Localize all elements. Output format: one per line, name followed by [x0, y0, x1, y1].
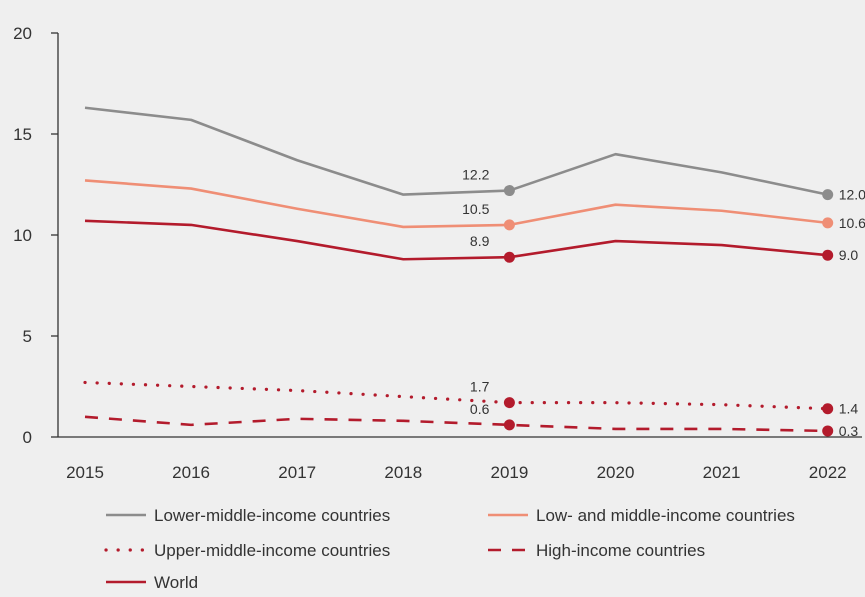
- data-label: 1.7: [470, 379, 490, 395]
- x-tick-label: 2022: [809, 463, 847, 482]
- data-point-marker: [503, 397, 515, 409]
- legend-label: Lower-middle-income countries: [154, 506, 390, 525]
- data-point-marker: [503, 185, 515, 197]
- series-line-1: [84, 106, 828, 196]
- y-tick-label: 15: [13, 125, 32, 144]
- data-point-marker: [822, 217, 834, 229]
- x-tick-label: 2017: [278, 463, 316, 482]
- axes: 0 5 10 15 20 2015 2016 2017 2018 2019 2020 2021 2022: [13, 24, 862, 482]
- x-tick-label: 2016: [172, 463, 210, 482]
- legend-label: Low- and middle-income countries: [536, 506, 795, 525]
- data-point-marker: [822, 249, 834, 261]
- legend: Lower-middle-income countries Low- and mi…: [104, 506, 795, 592]
- data-label: 0.6: [470, 401, 490, 417]
- series-lines: [83, 106, 830, 433]
- data-point-marker: [503, 419, 515, 431]
- x-tick-label: 2015: [66, 463, 104, 482]
- y-tick-label: 20: [13, 24, 32, 43]
- data-label: 12.2: [462, 167, 489, 183]
- data-labels: 12.2 12.0 10.5 10.6 8.9 9.0 1.7 1.4 0.6 0.3: [462, 167, 865, 439]
- x-tick-label: 2018: [384, 463, 422, 482]
- data-point-marker: [503, 251, 515, 263]
- data-label: 9.0: [839, 247, 859, 263]
- data-point-marker: [822, 189, 834, 201]
- y-tick-label: 10: [13, 226, 32, 245]
- data-point-marker: [822, 425, 834, 437]
- x-tick-label: 2021: [703, 463, 741, 482]
- data-label: 8.9: [470, 233, 490, 249]
- data-point-marker: [503, 219, 515, 231]
- data-point-marker: [822, 403, 834, 415]
- y-tick-label: 5: [23, 327, 32, 346]
- series-line-3: [84, 219, 828, 261]
- y-tick-label: 0: [23, 428, 32, 447]
- legend-label: High-income countries: [536, 541, 705, 560]
- data-label: 10.6: [839, 215, 865, 231]
- series-line-2: [84, 179, 828, 229]
- legend-label: World: [154, 573, 198, 592]
- series-line-4: [83, 380, 830, 411]
- x-tick-label: 2020: [597, 463, 635, 482]
- data-label: 12.0: [839, 187, 865, 203]
- legend-label: Upper-middle-income countries: [154, 541, 390, 560]
- data-label: 10.5: [462, 201, 489, 217]
- data-label: 0.3: [839, 423, 859, 439]
- data-label: 1.4: [839, 401, 859, 417]
- x-tick-label: 2019: [490, 463, 528, 482]
- series-line-5: [84, 415, 828, 433]
